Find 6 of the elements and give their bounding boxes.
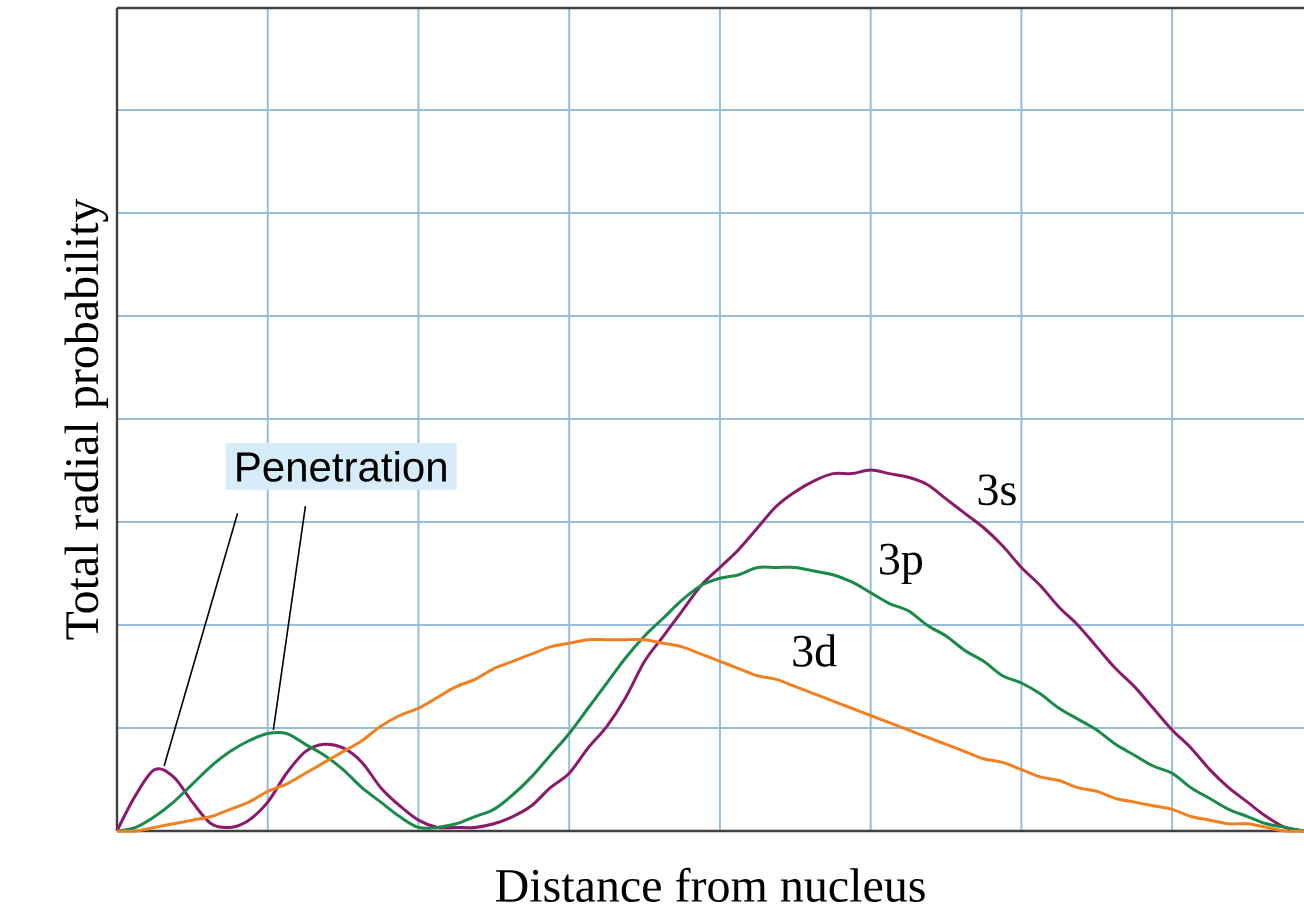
y-axis-title: Total radial probability — [64, 198, 109, 640]
series-label: 3s — [978, 474, 1016, 506]
x-axis-title: Distance from nucleus — [495, 867, 925, 903]
annotation: Penetration — [237, 450, 446, 482]
series-label: 3d — [793, 634, 837, 667]
series-label: 3p — [880, 543, 923, 584]
